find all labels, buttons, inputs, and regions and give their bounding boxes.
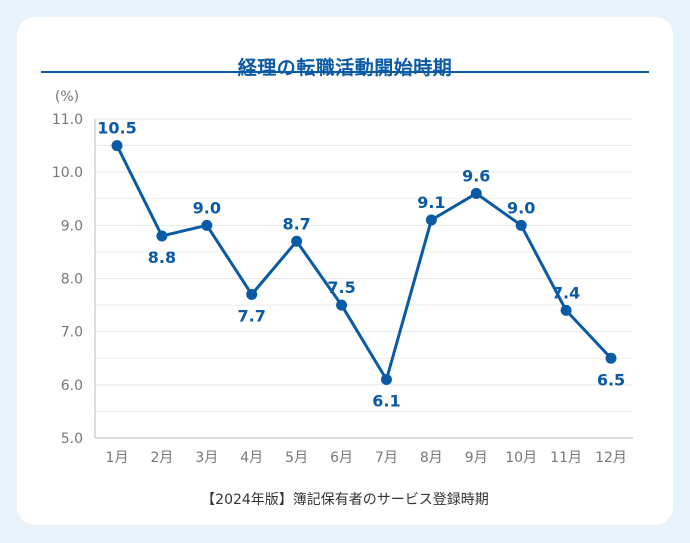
y-tick-label: 6.0 xyxy=(61,378,83,394)
data-point xyxy=(380,374,392,386)
data-point xyxy=(470,187,482,199)
data-label: 7.5 xyxy=(327,278,355,297)
x-tick-label: 11月 xyxy=(550,450,582,466)
series-line xyxy=(115,144,613,382)
data-point xyxy=(605,352,617,364)
data-point xyxy=(111,140,123,152)
chart-footer: 【2024年版】簿記保有者のサービス登録時期 xyxy=(201,492,489,508)
data-label: 9.6 xyxy=(462,166,490,185)
x-tick-label: 9月 xyxy=(465,450,488,466)
y-axis-unit: (%) xyxy=(55,89,79,105)
x-tick-label: 7月 xyxy=(375,450,398,466)
x-tick-label: 1月 xyxy=(106,450,129,466)
y-tick-label: 7.0 xyxy=(61,325,83,341)
data-point xyxy=(246,288,258,300)
data-label: 8.8 xyxy=(148,248,176,267)
data-label: 9.0 xyxy=(507,198,535,217)
y-tick-label: 8.0 xyxy=(61,272,83,288)
data-label: 7.4 xyxy=(552,283,580,302)
data-label: 6.1 xyxy=(372,392,400,411)
y-tick-label: 5.0 xyxy=(61,431,83,447)
title-divider xyxy=(41,71,649,73)
data-point xyxy=(201,219,213,231)
x-tick-label: 6月 xyxy=(330,450,353,466)
x-tick-label: 3月 xyxy=(195,450,218,466)
data-point xyxy=(336,299,348,311)
data-point xyxy=(425,214,437,226)
x-tick-label: 12月 xyxy=(595,450,627,466)
data-label: 8.7 xyxy=(282,214,310,233)
x-tick-label: 10月 xyxy=(505,450,537,466)
x-tick-label: 5月 xyxy=(285,450,308,466)
data-point xyxy=(515,219,527,231)
y-tick-label: 9.0 xyxy=(61,218,83,234)
data-point xyxy=(560,304,572,316)
data-label: 9.1 xyxy=(417,193,445,212)
data-label: 6.5 xyxy=(597,370,625,389)
chart-title: 経理の転職活動開始時期 xyxy=(237,57,453,79)
line-chart: (%) 5.0 6.0 7.0 8.0 9.0 10.0 11.0 1月 2月 3月 4月 5月 6月 7月… xyxy=(52,89,633,466)
y-tick-label: 11.0 xyxy=(52,112,83,128)
x-tick-label: 2月 xyxy=(150,450,173,466)
data-label: 10.5 xyxy=(97,119,136,138)
data-point xyxy=(291,235,303,247)
y-tick-label: 10.0 xyxy=(52,165,83,181)
data-point xyxy=(156,230,168,242)
x-tick-label: 8月 xyxy=(420,450,443,466)
x-tick-label: 4月 xyxy=(240,450,263,466)
data-label: 7.7 xyxy=(238,306,266,325)
data-label: 9.0 xyxy=(193,198,221,217)
chart-card: 経理の転職活動開始時期 (%) 5.0 6.0 7.0 8.0 9.0 10.0 11.0 1月… xyxy=(17,17,673,525)
